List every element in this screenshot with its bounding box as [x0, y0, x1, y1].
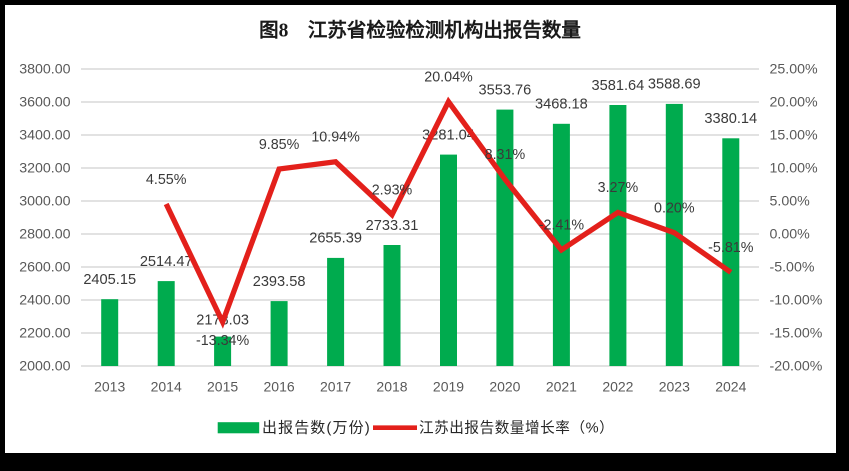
svg-text:10.00%: 10.00% — [770, 161, 819, 177]
svg-text:-2.41%: -2.41% — [539, 218, 585, 234]
svg-text:3400.00: 3400.00 — [19, 128, 70, 144]
svg-text:2021: 2021 — [546, 379, 577, 395]
svg-text:2016: 2016 — [264, 379, 295, 395]
svg-text:2018: 2018 — [376, 379, 407, 395]
svg-text:2600.00: 2600.00 — [19, 260, 70, 276]
svg-text:-20.00%: -20.00% — [770, 359, 823, 375]
svg-text:3588.69: 3588.69 — [648, 77, 701, 93]
svg-text:2024: 2024 — [715, 379, 746, 395]
svg-text:3.27%: 3.27% — [598, 180, 639, 196]
svg-text:2019: 2019 — [433, 379, 464, 395]
svg-text:20.00%: 20.00% — [770, 95, 819, 111]
svg-text:2514.47: 2514.47 — [140, 254, 193, 270]
svg-text:2013: 2013 — [94, 379, 125, 395]
svg-text:-13.34%: -13.34% — [196, 333, 250, 349]
svg-text:2023: 2023 — [659, 379, 690, 395]
svg-text:0.20%: 0.20% — [654, 201, 695, 217]
svg-text:3553.76: 3553.76 — [479, 82, 532, 98]
svg-text:10.94%: 10.94% — [311, 130, 360, 146]
svg-text:3468.18: 3468.18 — [535, 97, 588, 113]
svg-text:2800.00: 2800.00 — [19, 227, 70, 243]
svg-text:2405.15: 2405.15 — [83, 272, 136, 288]
svg-text:25.00%: 25.00% — [770, 62, 819, 78]
svg-text:5.00%: 5.00% — [770, 194, 811, 210]
svg-text:8.31%: 8.31% — [485, 147, 526, 163]
svg-text:3000.00: 3000.00 — [19, 194, 70, 210]
svg-text:2393.58: 2393.58 — [253, 274, 306, 290]
svg-text:2.93%: 2.93% — [372, 183, 413, 199]
svg-text:2733.31: 2733.31 — [366, 218, 419, 234]
svg-text:出报告数(万份): 出报告数(万份) — [262, 420, 371, 437]
svg-text:2014: 2014 — [151, 379, 182, 395]
svg-text:-10.00%: -10.00% — [770, 293, 823, 309]
svg-text:3380.14: 3380.14 — [704, 111, 757, 127]
svg-text:江苏出报告数量增长率（%）: 江苏出报告数量增长率（%） — [419, 420, 614, 437]
svg-text:-5.81%: -5.81% — [708, 240, 754, 256]
svg-text:3581.64: 3581.64 — [592, 78, 645, 94]
svg-text:-15.00%: -15.00% — [770, 326, 823, 342]
svg-text:2400.00: 2400.00 — [19, 293, 70, 309]
svg-text:2022: 2022 — [602, 379, 633, 395]
svg-text:0.00%: 0.00% — [770, 227, 811, 243]
svg-text:3800.00: 3800.00 — [19, 62, 70, 78]
svg-text:-5.00%: -5.00% — [770, 260, 815, 276]
svg-text:2655.39: 2655.39 — [309, 231, 362, 247]
svg-text:2015: 2015 — [207, 379, 238, 395]
svg-text:3200.00: 3200.00 — [19, 161, 70, 177]
svg-text:2200.00: 2200.00 — [19, 326, 70, 342]
svg-text:2017: 2017 — [320, 379, 351, 395]
svg-text:20.04%: 20.04% — [424, 70, 473, 86]
svg-text:15.00%: 15.00% — [770, 128, 819, 144]
svg-text:4.55%: 4.55% — [146, 172, 187, 188]
svg-text:2000.00: 2000.00 — [19, 359, 70, 375]
svg-text:3600.00: 3600.00 — [19, 95, 70, 111]
svg-text:图8 江苏省检验检测机构出报告数量: 图8 江苏省检验检测机构出报告数量 — [259, 19, 581, 42]
svg-text:2020: 2020 — [489, 379, 520, 395]
svg-text:9.85%: 9.85% — [259, 137, 300, 153]
